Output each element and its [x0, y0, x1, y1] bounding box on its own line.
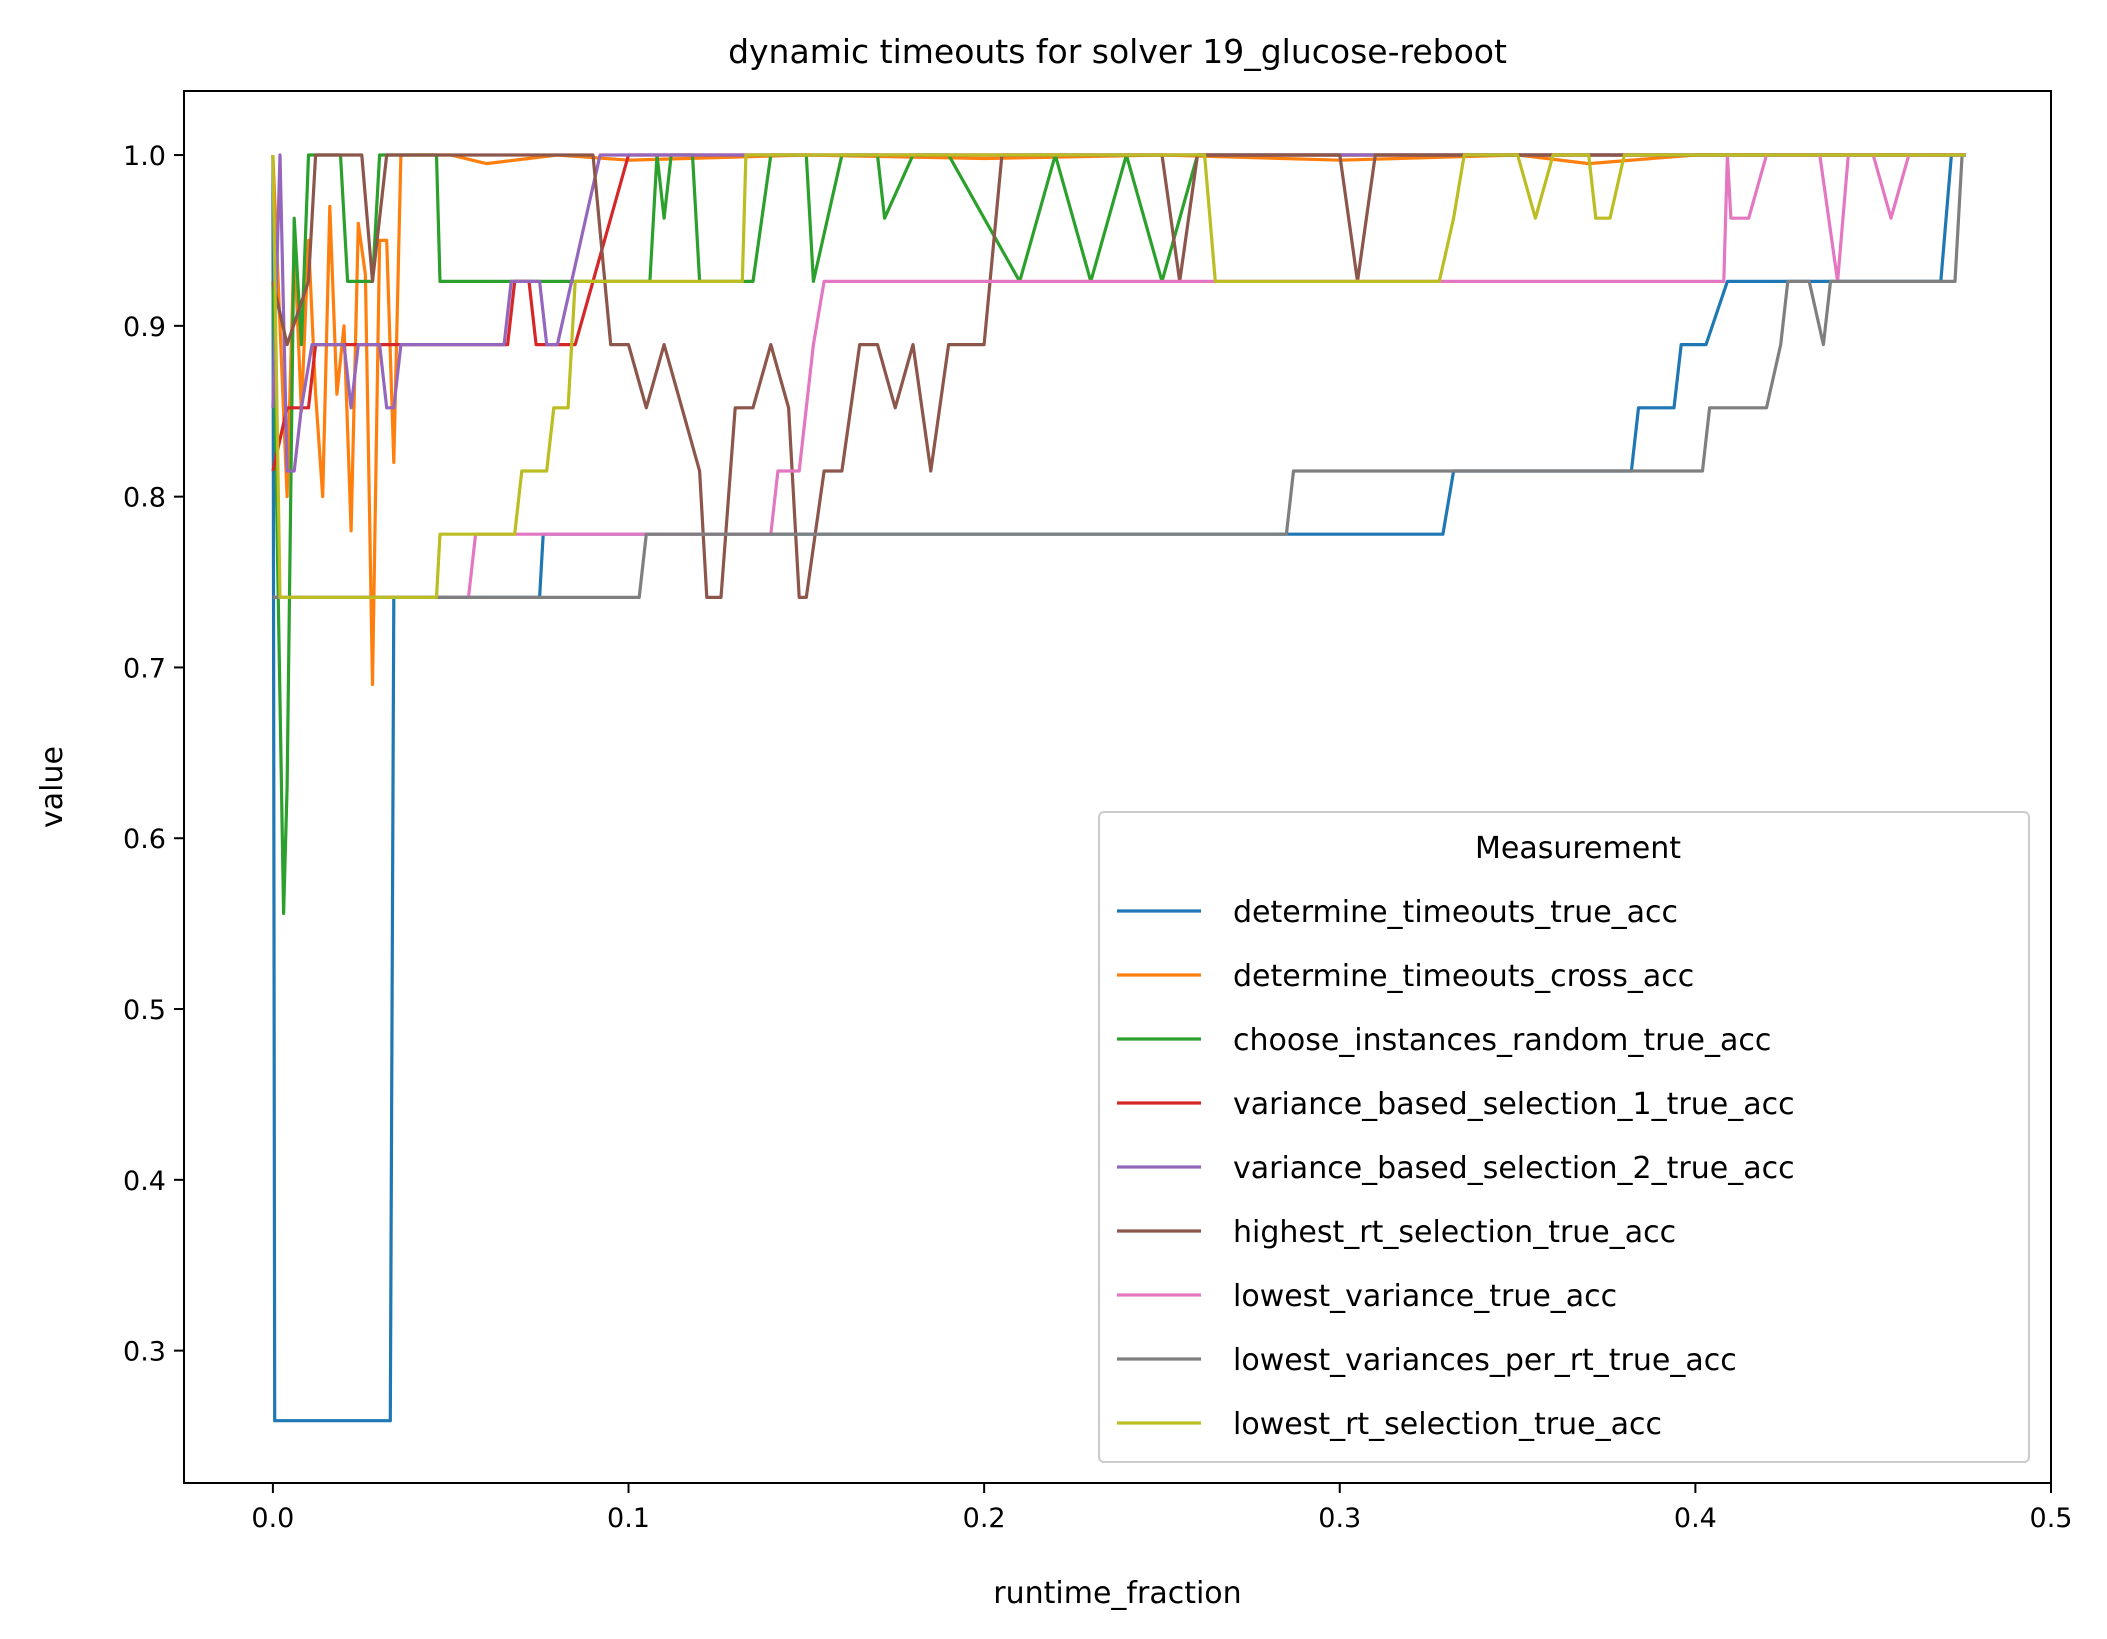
x-tick-label: 0.4 [1674, 1503, 1717, 1534]
series-line-lowest_variances_per_rt_true_acc [272, 153, 1966, 599]
series-line-lowest_variance_true_acc [272, 153, 1966, 599]
y-tick-label: 0.8 [123, 483, 166, 514]
y-tick-label: 0.9 [123, 312, 166, 343]
legend-entry: variance_based_selection_1_true_acc [1233, 1087, 1795, 1122]
legend-entry: variance_based_selection_2_true_acc [1233, 1151, 1795, 1186]
legend-items: determine_timeouts_true_acc determine_tim… [1117, 895, 1795, 1442]
plot-series [271, 153, 1966, 1423]
series-line-lowest_rt_selection_true_acc [271, 153, 1966, 599]
chart-title: dynamic timeouts for solver 19_glucose-r… [728, 32, 1507, 71]
y-axis-ticks: 0.3 0.4 0.5 0.6 0.7 0.8 0.9 1.0 [123, 141, 184, 1368]
legend-entry: lowest_rt_selection_true_acc [1233, 1407, 1662, 1442]
series-line-variance_based_selection_1_true_acc [271, 153, 1966, 472]
y-tick-label: 0.3 [123, 1337, 166, 1368]
x-tick-label: 0.2 [963, 1503, 1006, 1534]
legend-entry: determine_timeouts_true_acc [1233, 895, 1678, 930]
y-tick-label: 0.6 [123, 824, 166, 855]
legend-entry: determine_timeouts_cross_acc [1233, 959, 1694, 994]
legend-title: Measurement [1475, 831, 1681, 866]
legend-entry: choose_instances_random_true_acc [1233, 1023, 1771, 1058]
legend-box [1098, 811, 2030, 1463]
plot-frame [183, 90, 2052, 1484]
x-tick-label: 0.3 [1318, 1503, 1361, 1534]
x-tick-label: 0.5 [2030, 1503, 2073, 1534]
legend: Measurement determine_timeouts_true_accd… [1098, 811, 2030, 1463]
y-tick-label: 1.0 [123, 141, 166, 172]
y-tick-label: 0.4 [123, 1166, 166, 1197]
y-tick-label: 0.7 [123, 653, 166, 684]
series-line-determine_timeouts_cross_acc [271, 153, 1966, 687]
series-line-highest_rt_selection_true_acc [271, 153, 1966, 599]
y-axis-label: value [35, 746, 70, 828]
x-tick-label: 0.0 [251, 1503, 294, 1534]
legend-entry: lowest_variances_per_rt_true_acc [1233, 1343, 1737, 1378]
x-tick-label: 0.1 [607, 1503, 650, 1534]
x-axis-label: runtime_fraction [993, 1576, 1241, 1611]
x-axis-ticks: 0.0 0.1 0.2 0.3 0.4 0.5 [251, 1483, 2072, 1534]
series-line-variance_based_selection_2_true_acc [271, 153, 1966, 473]
legend-entry: highest_rt_selection_true_acc [1233, 1215, 1676, 1250]
legend-entry: lowest_variance_true_acc [1233, 1279, 1617, 1314]
y-tick-label: 0.5 [123, 995, 166, 1026]
